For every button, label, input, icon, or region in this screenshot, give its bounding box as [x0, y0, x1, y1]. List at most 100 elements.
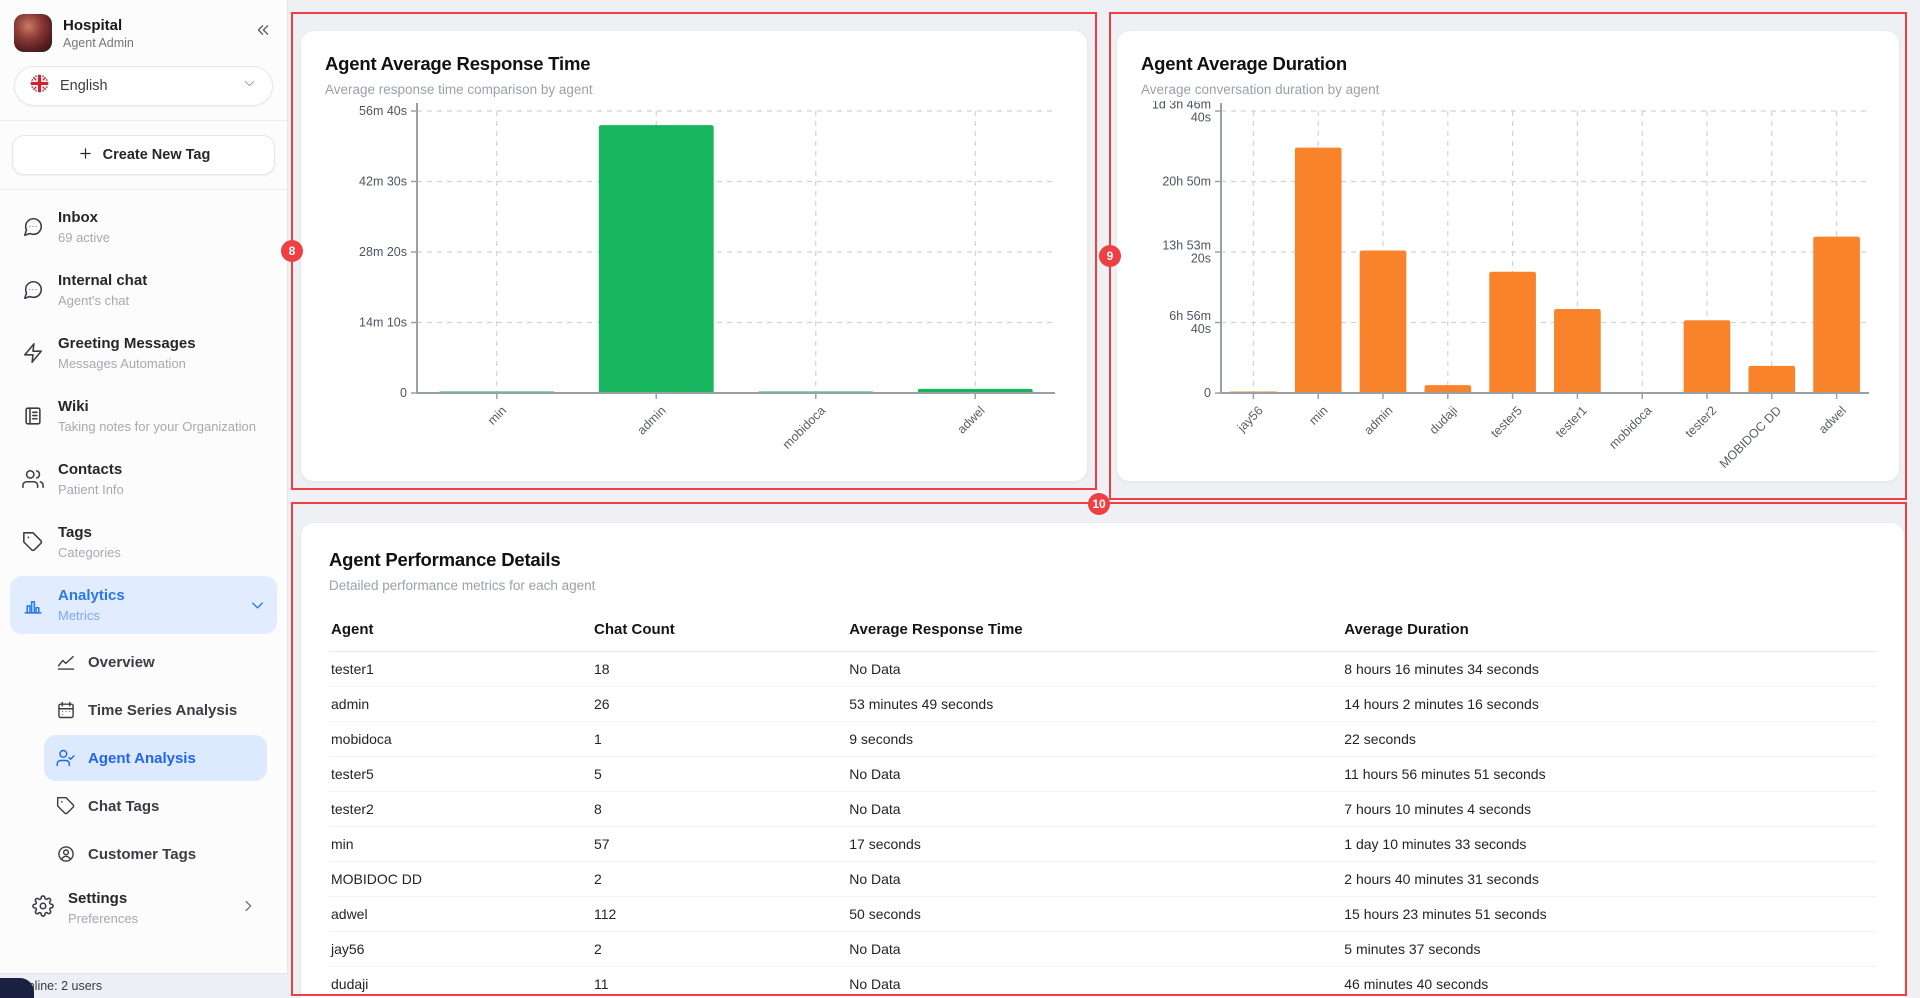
- table-cell: 8 hours 16 minutes 34 seconds: [1342, 651, 1876, 687]
- x-axis-label: adwel: [1816, 403, 1849, 436]
- nav-item-label: Analytics: [58, 587, 125, 604]
- table-cell: 18: [591, 651, 848, 687]
- bar-admin: [1359, 250, 1407, 393]
- bar-tester5: [1489, 271, 1536, 393]
- table-cell: tester1: [329, 651, 592, 687]
- x-axis-label: tester2: [1682, 403, 1719, 440]
- table-cell: No Data: [847, 791, 1343, 827]
- table-cell: 53 minutes 49 seconds: [847, 686, 1343, 722]
- nav-item-label: Contacts: [58, 461, 123, 478]
- table-row: dudaji 11 No Data 46 minutes 40 seconds: [329, 966, 1876, 998]
- sidebar-item-analytics[interactable]: Analytics Metrics: [10, 576, 277, 634]
- nav-item-sublabel: Messages Automation: [58, 356, 186, 371]
- chevron-right-icon: [245, 900, 252, 911]
- chevron-down-icon: [252, 601, 263, 609]
- chart-title: Agent Average Response Time: [325, 53, 591, 74]
- bar-tester1: [1554, 308, 1601, 393]
- chevrons-left-icon: [257, 25, 269, 35]
- collapse-sidebar-button[interactable]: [253, 20, 273, 45]
- table-cell: mobidoca: [329, 721, 592, 757]
- create-new-tag-button[interactable]: Create New Tag: [12, 135, 275, 175]
- table-cell: min: [329, 826, 592, 862]
- table-cell: No Data: [847, 651, 1343, 687]
- sidebar-item-internal-chat[interactable]: Internal chat Agent's chat: [10, 261, 277, 319]
- table-cell: 2: [591, 861, 848, 897]
- settings-label: Settings: [68, 890, 128, 907]
- table-cell: dudaji: [329, 966, 592, 998]
- settings-sublabel: Preferences: [68, 911, 139, 926]
- bar-dudaji: [1424, 385, 1472, 393]
- table-cell: 11: [591, 966, 848, 998]
- sidebar-item-settings[interactable]: Settings Preferences: [20, 879, 267, 937]
- sidebar: Hospital Agent Admin English Create New …: [0, 0, 288, 998]
- table-cell: 50 seconds: [847, 896, 1343, 932]
- table-header-row: Agent Chat Count Average Response Time Aver…: [329, 611, 1876, 652]
- agent-performance-card: Agent Performance Details Detailed perfo…: [300, 522, 1905, 998]
- table-cell: No Data: [847, 756, 1343, 792]
- subnav-item-label: Chat Tags: [88, 797, 160, 815]
- language-selector[interactable]: English: [14, 66, 273, 106]
- x-axis-label: mobidoca: [1606, 403, 1654, 451]
- table-row: tester5 5 No Data 11 hours 56 minutes 51 se…: [329, 756, 1876, 792]
- tag-icon: [56, 796, 75, 815]
- uk-flag-icon: [30, 74, 49, 93]
- chart-subtitle: Average conversation duration by agent: [1141, 82, 1380, 97]
- sidebar-item-time-series-analysis[interactable]: Time Series Analysis: [44, 687, 267, 733]
- sidebar-item-greeting-messages[interactable]: Greeting Messages Messages Automation: [10, 324, 277, 382]
- sidebar-item-chat-tags[interactable]: Chat Tags: [44, 783, 267, 829]
- table-body: tester1 18 No Data 8 hours 16 minutes 34 se…: [329, 651, 1876, 998]
- online-status-bar: Online: 2 users: [0, 973, 288, 998]
- online-status-text: Online: 2 users: [18, 979, 103, 993]
- sidebar-item-contacts[interactable]: Contacts Patient Info: [10, 450, 277, 508]
- line-chart-icon: [57, 655, 75, 670]
- table-cell: 7 hours 10 minutes 4 seconds: [1342, 791, 1876, 827]
- sidebar-item-inbox[interactable]: Inbox 69 active: [10, 198, 277, 256]
- plus-icon-slot: [77, 145, 94, 166]
- table-cell: 9 seconds: [847, 721, 1343, 757]
- sidebar-item-tags[interactable]: Tags Categories: [10, 513, 277, 571]
- nav-item-label: Wiki: [58, 398, 89, 415]
- table-cell: 5: [591, 756, 848, 792]
- table-cell: 26: [591, 686, 848, 722]
- table-row: MOBIDOC DD 2 No Data 2 hours 40 minutes 31 …: [329, 861, 1876, 897]
- tag-icon: [23, 532, 43, 552]
- sidebar-item-wiki[interactable]: Wiki Taking notes for your Organization: [10, 387, 277, 445]
- create-new-tag-label: Create New Tag: [102, 147, 211, 163]
- nav-item-sublabel: Categories: [58, 545, 121, 560]
- x-axis-label: dudaji: [1427, 403, 1460, 436]
- x-axis-label: admin: [635, 403, 669, 437]
- table-row: jay56 2 No Data 5 minutes 37 seconds: [329, 931, 1876, 967]
- chat-bubble-icon: [23, 280, 43, 300]
- table-row: adwel 112 50 seconds 15 hours 23 minutes 51…: [329, 896, 1876, 932]
- table-row: tester2 8 No Data 7 hours 10 minutes 4 seco…: [329, 791, 1876, 827]
- bar-tester2: [1683, 320, 1731, 393]
- divider: [0, 120, 287, 121]
- table-cell: 11 hours 56 minutes 51 seconds: [1342, 756, 1876, 792]
- table-title: Agent Performance Details: [329, 549, 561, 570]
- table-cell: No Data: [847, 931, 1343, 967]
- bar-adwel: [1813, 236, 1860, 393]
- nav-item-label: Tags: [58, 524, 92, 541]
- bar-adwel: [917, 388, 1033, 393]
- user-check-icon: [56, 749, 75, 767]
- table-cell: 112: [591, 896, 848, 932]
- nav-item-label: Greeting Messages: [58, 335, 196, 352]
- table-cell: tester5: [329, 756, 592, 792]
- sidebar-item-customer-tags[interactable]: Customer Tags: [44, 831, 267, 877]
- svg-text:14m 10s: 14m 10s: [359, 316, 407, 330]
- nav-item-sublabel: Patient Info: [58, 482, 124, 497]
- language-label: English: [60, 78, 108, 94]
- org-role: Agent Admin: [63, 35, 134, 50]
- table-row: admin 26 53 minutes 49 seconds 14 hours 2 m…: [329, 686, 1876, 722]
- sidebar-item-overview[interactable]: Overview: [44, 639, 267, 685]
- x-axis-label: jay56: [1234, 403, 1266, 435]
- duration-bar-chart: 0 6h 56m 40s 13h 53m 20s 20h 50m 1d 3h 46m 40s j…: [1152, 101, 1869, 471]
- bar-min: [1294, 147, 1342, 393]
- sidebar-item-agent-analysis[interactable]: Agent Analysis: [44, 735, 267, 781]
- bar-admin: [598, 125, 714, 394]
- x-axis-label: adwel: [955, 403, 988, 436]
- table-cell: 57: [591, 826, 848, 862]
- table-cell: jay56: [329, 931, 592, 967]
- table-cell: 14 hours 2 minutes 16 seconds: [1342, 686, 1876, 722]
